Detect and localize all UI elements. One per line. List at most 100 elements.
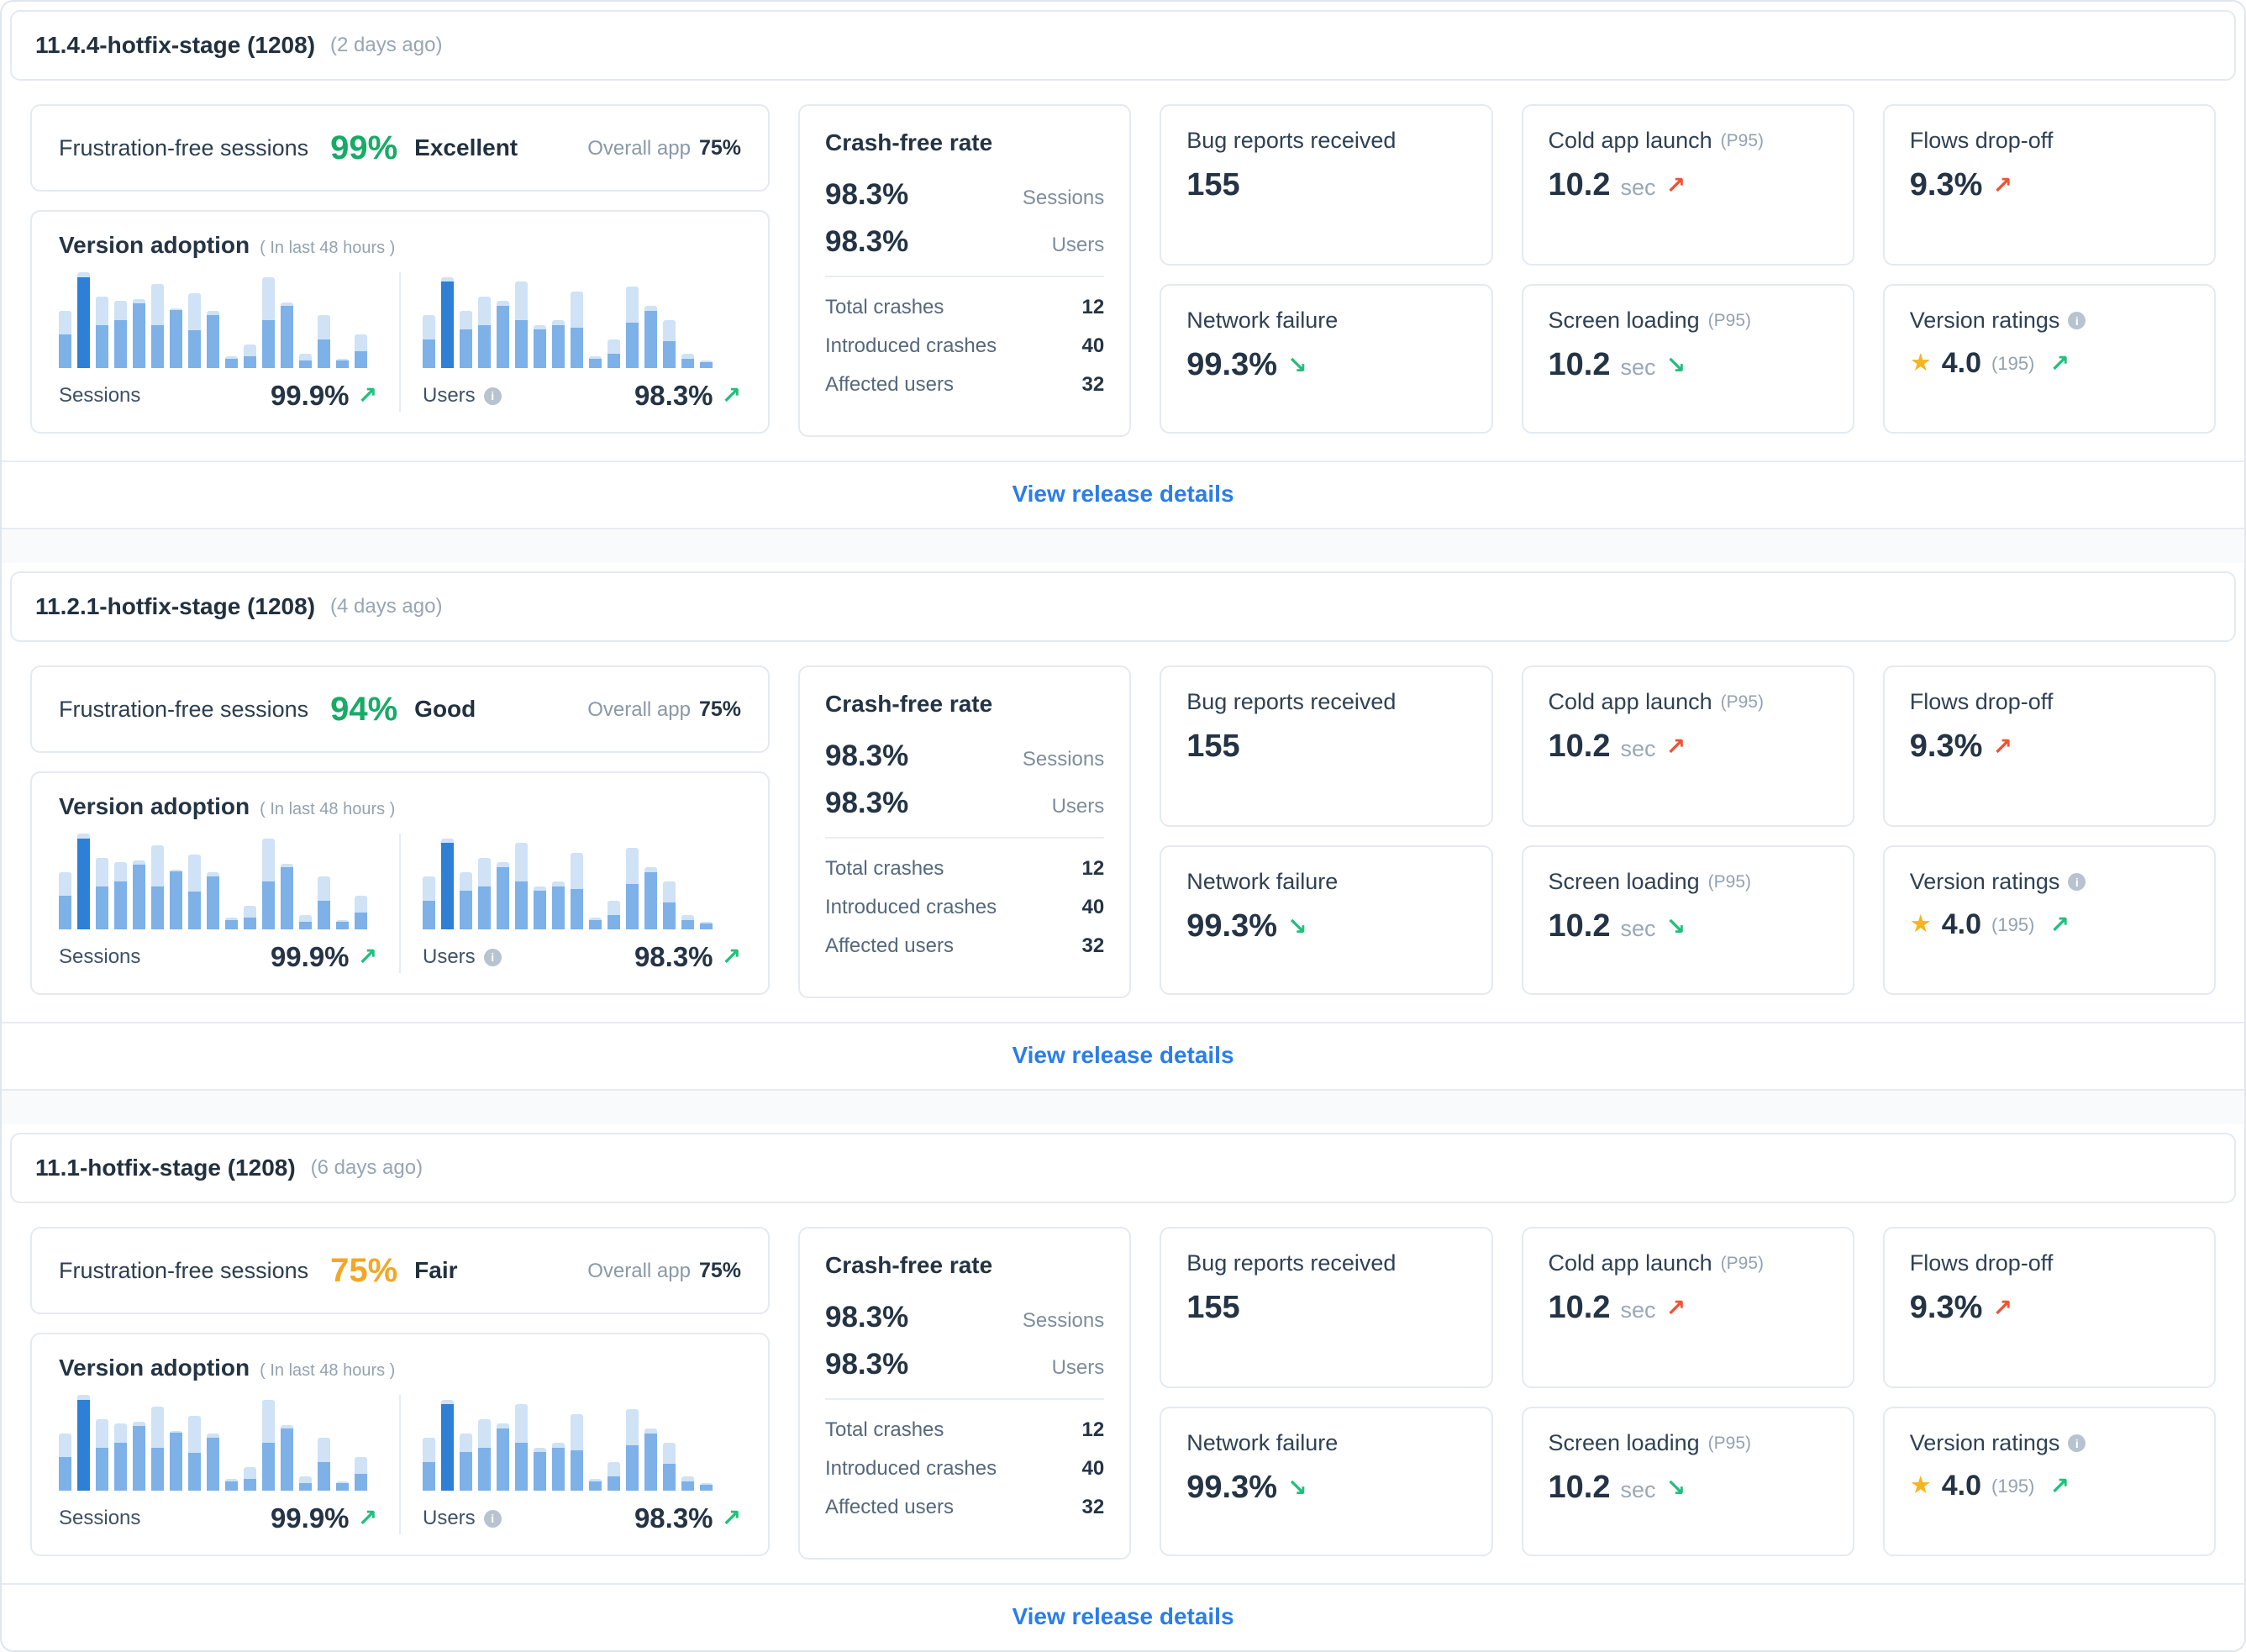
flows-drop-off-card: Flows drop-off 9.3% ↗: [1882, 666, 2216, 827]
star-icon: [1910, 1474, 1932, 1498]
total-crashes-value: 12: [1081, 296, 1105, 318]
frustration-free-label: Frustration-free sessions: [59, 696, 309, 722]
view-release-details-link[interactable]: View release details: [1012, 1603, 1234, 1629]
network-failure-card: Network failure 99.3% ↘: [1160, 1407, 1493, 1556]
crash-rate-sessions-value: 98.3%: [825, 1301, 909, 1334]
info-icon[interactable]: [2068, 312, 2086, 329]
star-icon: [1910, 351, 1932, 376]
view-release-details-link[interactable]: View release details: [1012, 481, 1234, 507]
affected-users-value: 32: [1081, 1496, 1105, 1518]
release-cards-row: Frustration-free sessions 94% Good Overa…: [30, 666, 2216, 998]
trend-up-icon: ↗: [2049, 350, 2070, 376]
trend-up-icon: ↗: [1992, 733, 2012, 760]
flows-drop-off-value: 9.3%: [1909, 729, 1983, 764]
version-ratings-label: Version ratings: [1909, 308, 2060, 333]
frustration-free-label: Frustration-free sessions: [59, 134, 309, 160]
overall-app-label: Overall app: [587, 136, 691, 160]
network-failure-label: Network failure: [1186, 869, 1339, 894]
introduced-crashes-row: Introduced crashes 40: [825, 896, 1104, 919]
release-header: 11.2.1-hotfix-stage (1208) (4 days ago): [10, 571, 2236, 642]
sessions-adoption-value: 99.9%: [270, 941, 350, 972]
affected-users-row: Affected users 32: [825, 1496, 1104, 1519]
crash-rate-users-label: Users: [1051, 234, 1105, 256]
bug-reports-label: Bug reports received: [1186, 689, 1397, 714]
release-age: (2 days ago): [330, 34, 443, 56]
crash-rate-users-value: 98.3%: [825, 787, 909, 819]
p95-tag: (P95): [1720, 130, 1765, 150]
trend-up-icon: ↗: [357, 382, 377, 408]
info-icon[interactable]: [483, 1509, 502, 1528]
sessions-adoption-bar-chart: [59, 272, 377, 368]
release-footer: View release details: [2, 460, 2244, 528]
network-failure-value: 99.3%: [1186, 1470, 1277, 1505]
version-adoption-card: Version adoption ( In last 48 hours ) Se…: [30, 771, 770, 995]
total-crashes-label: Total crashes: [825, 296, 944, 318]
overall-app: Overall app 75%: [587, 136, 741, 160]
flows-drop-off-card: Flows drop-off 9.3% ↗: [1882, 1227, 2216, 1388]
version-adoption-subtitle: ( In last 48 hours ): [260, 239, 396, 257]
crash-rate-users-value: 98.3%: [825, 225, 909, 258]
overall-app-label: Overall app: [587, 697, 691, 721]
chart-divider: [399, 834, 401, 973]
release-section: 11.1-hotfix-stage (1208) (6 days ago) Fr…: [2, 1133, 2244, 1650]
cold-app-launch-label: Cold app launch: [1548, 1250, 1712, 1276]
affected-users-label: Affected users: [825, 1496, 954, 1518]
bug-reports-card: Bug reports received 155: [1160, 1227, 1493, 1388]
release-title: 11.2.1-hotfix-stage (1208): [35, 593, 316, 619]
view-release-details-link[interactable]: View release details: [1012, 1042, 1234, 1068]
info-icon[interactable]: [2068, 1434, 2086, 1452]
crash-rate-users-row: 98.3% Users: [825, 225, 1104, 259]
overall-app-label: Overall app: [587, 1259, 691, 1282]
trend-up-icon: ↗: [1992, 171, 2012, 198]
screen-loading-card: Screen loading (P95) 10.2 sec ↘: [1521, 284, 1854, 434]
introduced-crashes-row: Introduced crashes 40: [825, 334, 1104, 358]
affected-users-label: Affected users: [825, 934, 954, 957]
introduced-crashes-label: Introduced crashes: [825, 896, 997, 918]
p95-tag: (P95): [1707, 1433, 1751, 1453]
cold-app-launch-value: 10.2: [1548, 1290, 1611, 1325]
crash-free-rate-title: Crash-free rate: [825, 691, 993, 717]
release-title: 11.4.4-hotfix-stage (1208): [35, 32, 316, 58]
crash-rate-sessions-label: Sessions: [1022, 1309, 1105, 1332]
version-rating-value: 4.0: [1941, 908, 1982, 940]
trend-up-icon: ↗: [1665, 171, 1686, 198]
release-section: 11.4.4-hotfix-stage (1208) (2 days ago) …: [2, 10, 2244, 563]
trend-up-icon: ↗: [721, 944, 741, 970]
crash-rate-sessions-label: Sessions: [1022, 187, 1105, 209]
divider: [825, 1398, 1105, 1400]
users-label: Users: [423, 1507, 476, 1529]
users-adoption-bar-chart: [423, 272, 741, 368]
bug-reports-card: Bug reports received 155: [1160, 666, 1493, 827]
info-icon[interactable]: [483, 387, 502, 405]
trend-up-icon: ↗: [1665, 1294, 1686, 1321]
crash-rate-sessions-row: 98.3% Sessions: [825, 739, 1104, 773]
crash-rate-users-label: Users: [1051, 1356, 1105, 1379]
affected-users-value: 32: [1081, 373, 1105, 396]
star-icon: [1910, 913, 1932, 937]
version-adoption-card: Version adoption ( In last 48 hours ) Se…: [30, 210, 770, 434]
frustration-free-value: 75%: [330, 1251, 398, 1289]
network-failure-label: Network failure: [1186, 1430, 1339, 1455]
chart-divider: [399, 272, 401, 412]
trend-down-icon: ↘: [1287, 351, 1307, 378]
release-header: 11.4.4-hotfix-stage (1208) (2 days ago): [10, 10, 2236, 81]
version-adoption-charts: Sessions 99.9% ↗: [59, 272, 741, 412]
info-icon[interactable]: [2068, 873, 2086, 891]
users-adoption-value: 98.3%: [634, 941, 713, 972]
overall-app-value: 75%: [698, 1258, 741, 1282]
flows-drop-off-label: Flows drop-off: [1909, 689, 2054, 714]
releases-list: 11.4.4-hotfix-stage (1208) (2 days ago) …: [2, 10, 2244, 1650]
crash-free-rate-card: Crash-free rate 98.3% Sessions 98.3% Use…: [798, 104, 1132, 437]
trend-down-icon: ↘: [1665, 1474, 1686, 1501]
version-ratings-label: Version ratings: [1909, 869, 2060, 894]
screen-loading-value: 10.2: [1548, 347, 1611, 382]
version-rating-count: (195): [1991, 913, 2035, 935]
introduced-crashes-value: 40: [1081, 334, 1105, 357]
sessions-adoption-panel: Sessions 99.9% ↗: [59, 1395, 377, 1534]
version-ratings-card: Version ratings 4.0 (195) ↗: [1882, 284, 2216, 434]
trend-down-icon: ↘: [1665, 913, 1686, 939]
introduced-crashes-value: 40: [1081, 1457, 1105, 1480]
version-adoption-subtitle: ( In last 48 hours ): [260, 1361, 396, 1380]
info-icon[interactable]: [483, 948, 502, 966]
p95-tag: (P95): [1720, 692, 1765, 712]
